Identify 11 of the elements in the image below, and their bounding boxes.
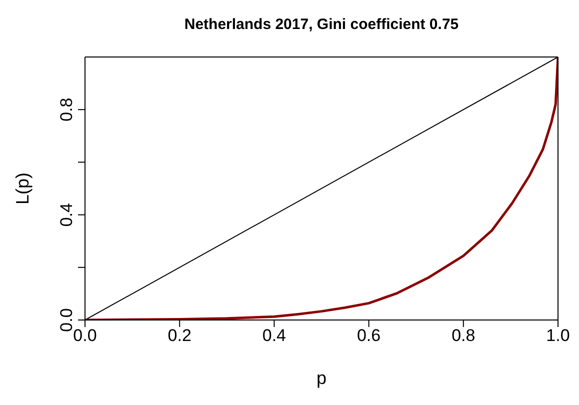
x-axis-title: p [316, 368, 327, 388]
y-tick-label: 0.4 [57, 202, 76, 227]
x-tick-label: 0.2 [168, 326, 192, 346]
x-tick-label: 0.8 [452, 326, 476, 346]
x-tick-label: 0.0 [73, 326, 97, 346]
x-tick-label: 1.0 [546, 326, 570, 346]
x-tick-label: 0.6 [356, 326, 381, 346]
y-axis-title: L(p) [12, 172, 32, 205]
y-tick-label: 0.8 [57, 98, 76, 122]
x-tick-label: 0.4 [262, 326, 286, 346]
chart-title: Netherlands 2017, Gini coefficient 0.75 [183, 16, 460, 33]
